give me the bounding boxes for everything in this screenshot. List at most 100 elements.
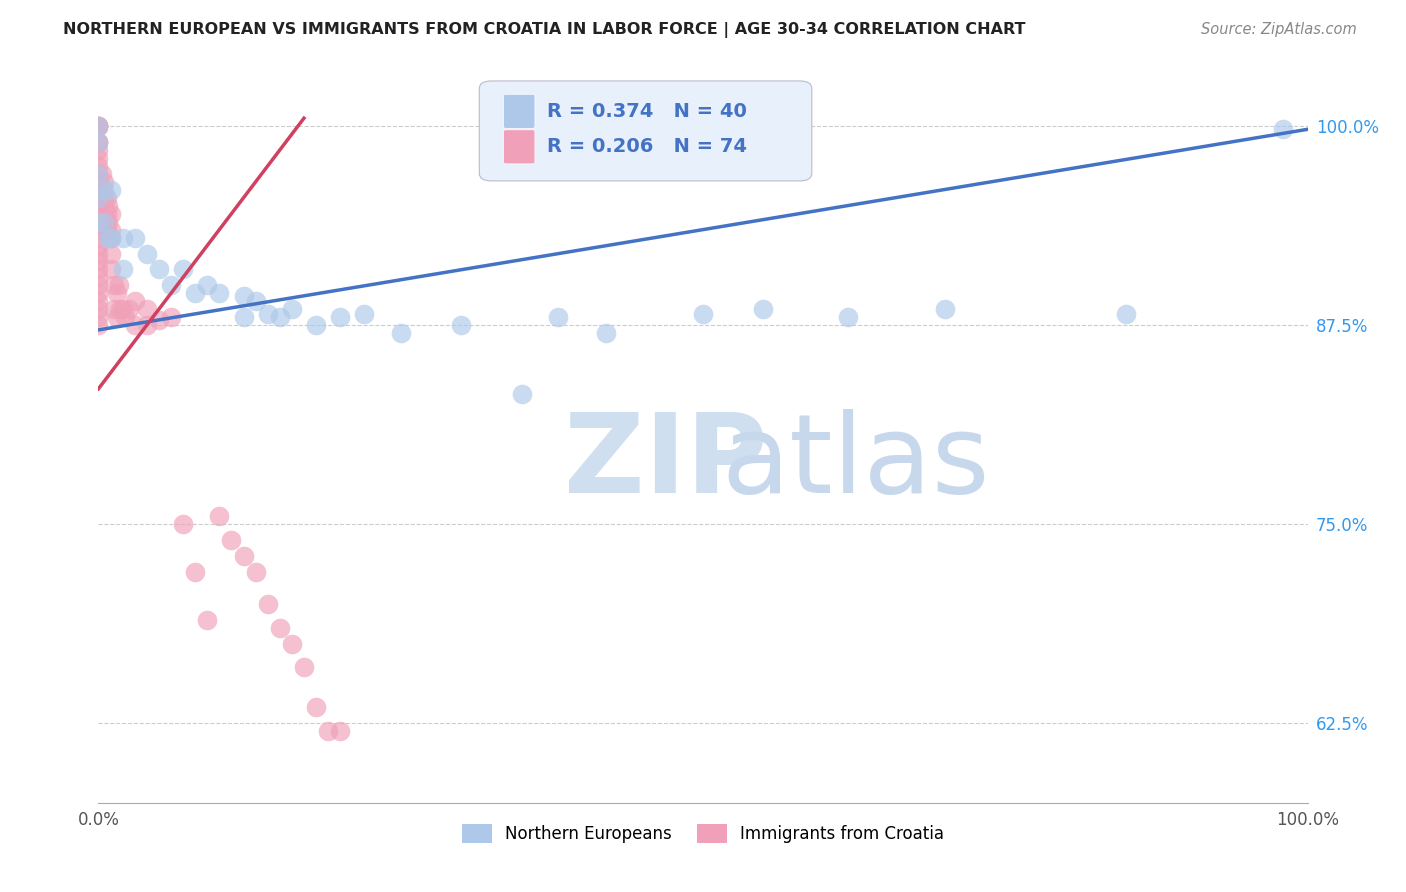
Point (87, 294, 110, 309)
Point (103, 302, 125, 317)
Point (87, 318, 110, 333)
Point (87, 286, 110, 301)
Point (87, 278, 110, 293)
Point (256, 597, 278, 611)
Point (111, 302, 134, 317)
Point (148, 262, 170, 277)
Point (93, 191, 115, 205)
Point (118, 302, 141, 317)
Point (450, 318, 472, 333)
FancyBboxPatch shape (479, 81, 811, 181)
Point (87, 199, 110, 213)
Point (1272, 122, 1295, 136)
Point (87, 175, 110, 189)
Point (329, 310, 352, 325)
Point (329, 724, 352, 739)
Point (108, 302, 131, 317)
Point (281, 302, 304, 317)
Point (108, 278, 131, 293)
Point (232, 310, 254, 325)
Point (87, 119, 110, 133)
Point (87, 302, 110, 317)
Point (87, 310, 110, 325)
Point (208, 286, 231, 301)
Point (232, 549, 254, 563)
Point (87, 167, 110, 181)
Point (316, 724, 339, 739)
Point (353, 307, 375, 321)
Text: atlas: atlas (721, 409, 990, 516)
Point (292, 660, 315, 674)
Point (87, 246, 110, 260)
Point (100, 262, 122, 277)
Point (100, 207, 122, 221)
Point (232, 289, 254, 303)
Point (281, 637, 304, 651)
Point (172, 517, 194, 532)
Text: R = 0.374   N = 40: R = 0.374 N = 40 (547, 102, 747, 120)
Point (837, 310, 859, 325)
Point (87, 151, 110, 165)
Point (752, 302, 775, 317)
Point (135, 302, 157, 317)
Point (100, 246, 122, 260)
Point (91, 183, 114, 197)
Point (87, 183, 110, 197)
Point (160, 310, 183, 325)
Point (389, 326, 412, 340)
Point (172, 262, 194, 277)
Point (692, 307, 714, 321)
Point (111, 262, 134, 277)
Point (305, 700, 328, 714)
Point (100, 230, 122, 244)
Point (93, 175, 115, 189)
Text: ZIP: ZIP (564, 409, 768, 516)
Point (87, 167, 110, 181)
Point (105, 286, 128, 301)
Point (595, 326, 617, 340)
Point (100, 222, 122, 236)
Point (195, 613, 218, 627)
Point (87, 119, 110, 133)
Point (97, 230, 120, 244)
Legend: Northern Europeans, Immigrants from Croatia: Northern Europeans, Immigrants from Croa… (456, 817, 950, 850)
Point (87, 119, 110, 133)
Text: Source: ZipAtlas.com: Source: ZipAtlas.com (1201, 22, 1357, 37)
Point (135, 246, 157, 260)
Point (87, 159, 110, 173)
Point (93, 183, 115, 197)
Point (124, 294, 146, 309)
Point (221, 533, 243, 547)
Point (269, 310, 291, 325)
Point (184, 565, 207, 579)
Point (103, 278, 125, 293)
Point (111, 230, 134, 244)
Point (135, 318, 157, 333)
Point (245, 294, 267, 309)
Point (195, 278, 218, 293)
FancyBboxPatch shape (503, 130, 534, 164)
Point (87, 135, 110, 149)
Point (1115, 307, 1137, 321)
Point (124, 230, 146, 244)
Point (245, 565, 267, 579)
Point (269, 621, 291, 635)
Point (87, 230, 110, 244)
Point (97, 199, 120, 213)
Point (87, 191, 110, 205)
Point (100, 183, 122, 197)
Point (93, 214, 115, 228)
Point (87, 214, 110, 228)
Point (547, 310, 569, 325)
Point (87, 143, 110, 157)
Point (208, 509, 231, 524)
Point (87, 207, 110, 221)
Point (87, 135, 110, 149)
Point (87, 238, 110, 252)
Point (87, 135, 110, 149)
Text: R = 0.206   N = 74: R = 0.206 N = 74 (547, 137, 747, 156)
Point (510, 386, 533, 401)
Point (87, 214, 110, 228)
Point (91, 167, 114, 181)
Point (934, 302, 956, 317)
